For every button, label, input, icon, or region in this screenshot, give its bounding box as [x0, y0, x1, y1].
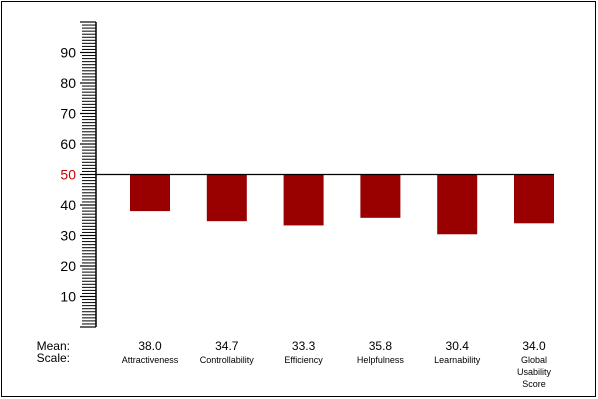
mean-value-label: 34.0: [522, 339, 546, 353]
category-label: Controllability: [200, 355, 255, 365]
y-tick-label: 70: [60, 106, 76, 122]
y-tick-label: 30: [60, 228, 76, 244]
y-tick-label: 80: [60, 75, 76, 91]
mean-value-label: 35.8: [369, 339, 393, 353]
bar: [283, 174, 324, 226]
bar: [514, 174, 554, 224]
category-label: Global: [521, 355, 547, 365]
y-tick-label: 60: [60, 136, 76, 152]
mean-row-label: Mean:: [37, 339, 70, 353]
mean-value-label: 34.7: [215, 339, 239, 353]
y-tick-label: 40: [60, 197, 76, 213]
mean-value-label: 33.3: [292, 339, 316, 353]
category-label: Attractiveness: [122, 355, 179, 365]
category-label: Efficiency: [284, 355, 323, 365]
mean-value-label: 38.0: [138, 339, 162, 353]
y-tick-label-baseline: 50: [60, 167, 76, 183]
y-tick-label: 90: [60, 45, 76, 61]
category-label: Learnability: [434, 355, 481, 365]
y-tick-label: 20: [60, 258, 76, 274]
category-label: Usability: [517, 367, 552, 377]
bar: [206, 174, 247, 222]
scale-row-label: Scale:: [37, 351, 70, 365]
bar: [130, 174, 170, 212]
category-label: Score: [522, 379, 546, 389]
bar: [437, 174, 478, 235]
bar: [360, 174, 401, 218]
y-tick-label: 10: [60, 289, 76, 305]
category-label: Helpfulness: [357, 355, 405, 365]
mean-value-label: 30.4: [446, 339, 470, 353]
